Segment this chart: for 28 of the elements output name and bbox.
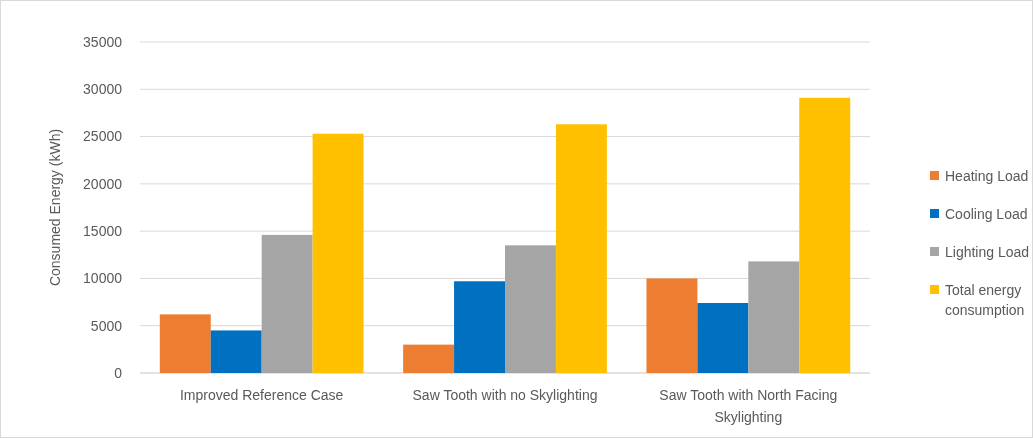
y-axis-title: Consumed Energy (kWh) [47,128,63,287]
y-tick-label: 10000 [83,270,123,287]
y-tick-label: 5000 [90,317,123,334]
x-tick-label: Saw Tooth with North Facing Skylighting [659,387,838,425]
y-tick-label: 35000 [83,33,123,50]
y-tick-label: 15000 [83,223,123,240]
y-tick-label: 0 [114,364,123,381]
legend-label: Heating Load [945,167,1029,184]
legend-label: Lighting Load [945,243,1030,260]
x-tick-label: Improved Reference Case [179,387,344,403]
bar [555,124,607,373]
bar [210,330,262,373]
bar [748,261,800,373]
y-tick-label: 20000 [83,175,123,192]
bar [403,344,455,373]
y-tick-label: 30000 [83,81,123,98]
legend-label: Cooling Load [945,205,1028,222]
bar [799,97,851,373]
y-tick-label: 25000 [83,128,123,145]
bar [505,245,556,373]
bar [159,314,211,373]
x-tick-label: Saw Tooth with no Skylighting [412,387,598,403]
bar [261,234,313,373]
bar [312,133,364,373]
bar [454,281,505,373]
legend-label: Total energy consumption [945,281,1025,318]
bar [697,303,749,373]
bar [646,278,698,373]
